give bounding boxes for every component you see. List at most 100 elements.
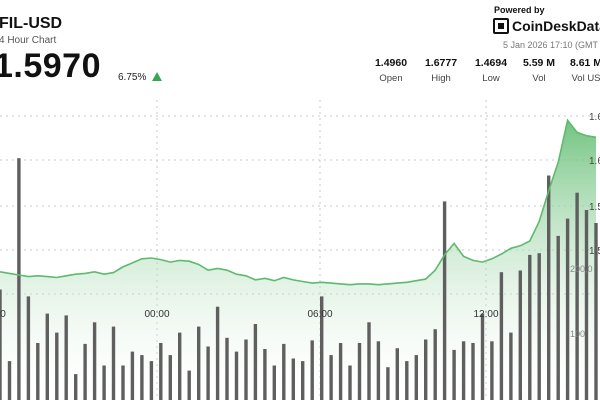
interval-label: 4 Hour Chart	[0, 35, 57, 46]
volume-bar	[386, 367, 390, 400]
y-tick-label: 1.5	[589, 202, 600, 213]
stat-vol-usd: 8.61 M Vol US	[568, 57, 600, 84]
coindesk-logo-icon	[493, 18, 509, 34]
volume-bar	[442, 201, 447, 400]
volume-bar	[575, 192, 579, 400]
volume-bar	[187, 370, 191, 400]
volume-bar	[556, 235, 560, 400]
volume-tick-label: 100	[570, 329, 585, 339]
volume-bar	[452, 349, 456, 400]
volume-bar	[149, 361, 154, 400]
volume-bar	[45, 313, 49, 400]
price-area-fill	[0, 120, 596, 400]
volume-bar	[206, 346, 210, 400]
y-tick-label: 1.5	[589, 246, 600, 257]
volume-bar	[282, 343, 286, 400]
volume-bar	[594, 223, 598, 400]
price-chart[interactable]: 1.6 1.6 1.5 1.5 200,0 100 00:00 06:00 12:00 0	[0, 100, 600, 400]
volume-tick-label: 200,0	[570, 264, 593, 274]
volume-bar	[17, 158, 21, 400]
brand-logo[interactable]: CoinDeskData	[493, 18, 600, 34]
volume-bar	[140, 355, 144, 400]
volume-bar	[518, 270, 522, 400]
up-arrow-icon	[152, 72, 162, 81]
volume-bar	[424, 339, 428, 400]
volume-bar	[0, 289, 2, 400]
volume-bar	[92, 322, 97, 400]
volume-bar	[537, 253, 541, 400]
x-tick-label: 00:00	[144, 309, 169, 320]
stat-open: 1.4960 Open	[373, 57, 409, 84]
volume-bar	[83, 343, 87, 400]
volume-bar	[367, 322, 371, 400]
price-series-line	[0, 118, 597, 286]
volume-bar	[509, 332, 513, 400]
volume-bar	[159, 343, 163, 400]
stat-label: Vol US	[571, 73, 600, 84]
y-tick-label: 1.6	[589, 112, 600, 123]
volume-bar	[197, 326, 201, 400]
volume-bar	[547, 175, 551, 400]
volume-bars	[0, 158, 598, 400]
volume-bar	[74, 374, 78, 400]
volume-bar	[405, 361, 409, 400]
volume-bar	[414, 355, 418, 400]
volume-bar	[348, 365, 352, 400]
volume-bar	[234, 351, 239, 400]
stat-low: 1.4694 Low	[473, 57, 509, 84]
timestamp: 5 Jan 2026 17:10 (GMT	[503, 40, 599, 50]
volume-bar	[584, 210, 589, 400]
volume-bar	[565, 218, 570, 400]
volume-bar	[433, 329, 437, 400]
stat-high: 1.6777 High	[423, 57, 459, 84]
volume-bar	[253, 324, 258, 400]
stat-label: High	[431, 73, 451, 84]
volume-bar	[215, 306, 220, 400]
stat-value: 1.4960	[374, 57, 408, 69]
volume-bar	[528, 254, 532, 400]
volume-bar	[178, 332, 182, 400]
volume-bar	[168, 355, 172, 400]
stat-value: 1.4694	[474, 57, 508, 69]
x-axis-labels: 00:00 06:00 12:00 0	[0, 309, 499, 320]
volume-bar	[395, 348, 399, 400]
volume-bar	[26, 296, 31, 400]
pair-title: FIL-USD	[0, 15, 63, 32]
stat-label: Low	[482, 73, 500, 84]
y-axis-labels: 1.6 1.6 1.5 1.5 200,0 100	[570, 112, 600, 339]
brand-name: CoinDeskData	[512, 18, 600, 34]
volume-bar	[121, 365, 125, 400]
x-tick-label: 0	[0, 309, 6, 320]
x-tick-label: 06:00	[307, 309, 332, 320]
stat-value: 5.59 M	[522, 57, 556, 69]
volume-bar	[111, 326, 116, 400]
stat-vol: 5.59 M Vol	[520, 57, 558, 84]
stat-value: 1.6777	[424, 57, 458, 69]
last-price: 1.5970	[0, 47, 101, 85]
volume-bar	[329, 355, 333, 400]
volume-bar	[55, 332, 59, 400]
volume-bar	[36, 343, 40, 400]
volume-bar	[461, 341, 466, 400]
volume-bar	[64, 315, 68, 400]
price-line	[0, 118, 597, 286]
volume-bar	[102, 365, 106, 400]
change-percent: 6.75%	[118, 72, 147, 83]
volume-bar	[263, 349, 267, 400]
stat-label: Vol	[532, 73, 546, 84]
volume-bar	[490, 341, 494, 400]
volume-bar	[7, 361, 12, 400]
volume-bar	[480, 313, 485, 400]
price-area	[0, 120, 596, 400]
chart-header: FIL-USD 4 Hour Chart 1.5970 6.75% Powere…	[0, 0, 600, 100]
volume-bar	[338, 343, 343, 400]
volume-bar	[130, 351, 135, 400]
y-tick-label: 1.6	[589, 156, 600, 167]
volume-bar	[320, 296, 324, 400]
volume-bar	[310, 340, 314, 400]
volume-bar	[376, 341, 381, 400]
volume-bar	[471, 343, 475, 400]
powered-by-label: Powered by	[494, 5, 545, 15]
stat-value: 8.61 M	[569, 57, 600, 69]
x-tick-label: 12:00	[473, 309, 498, 320]
